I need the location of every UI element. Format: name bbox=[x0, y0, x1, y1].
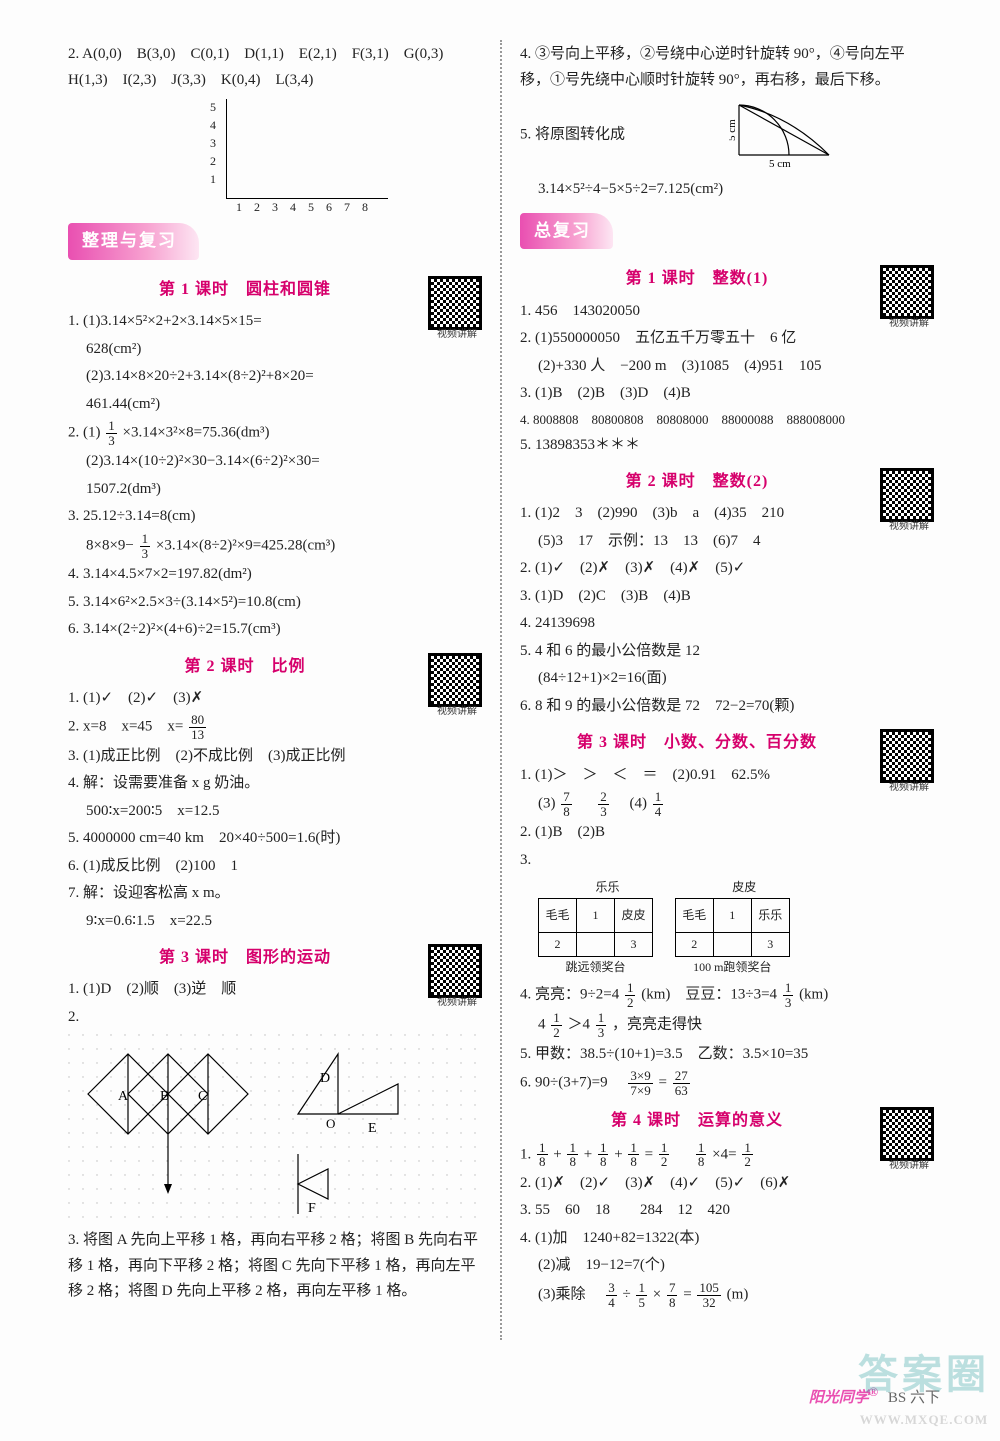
r3-title: 第 3 课时 小数、分数、百分数 bbox=[520, 729, 874, 756]
lesson1-title: 第 1 课时 圆柱和圆锥 bbox=[68, 276, 422, 303]
coord-grid: 5 4 3 2 1 1 2 3 4 5 6 7 8 bbox=[208, 99, 388, 209]
l1-2b: (2)3.14×(10÷2)²×30−3.14×(6÷2)²×30= bbox=[68, 449, 482, 475]
l1-1c: (2)3.14×8×20÷2+3.14×(8÷2)²+8×20= bbox=[68, 364, 482, 390]
r1-2a: 2. (1)550000050 五亿五千万零五十 6 亿 bbox=[520, 326, 934, 352]
r2-1b: (5)3 17 示例：13 13 (6)7 4 bbox=[520, 529, 934, 555]
r1-2b: (2)+330 人 −200 m (3)1085 (4)951 105 bbox=[520, 354, 934, 380]
qr-icon[interactable] bbox=[880, 468, 934, 522]
l2-3: 3. (1)成正比例 (2)不成比例 (3)成正比例 bbox=[68, 744, 482, 770]
r2-title: 第 2 课时 整数(2) bbox=[520, 468, 874, 495]
shapes-diagram: A B C D E O F bbox=[68, 1034, 482, 1224]
r2-2: 2. (1)✓ (2)✗ (3)✗ (4)✗ (5)✓ bbox=[520, 556, 934, 582]
l3-1: 1. (1)D (2)顺 (3)逆 顺 bbox=[68, 977, 482, 1003]
column-divider bbox=[500, 40, 502, 1340]
l2-7a: 7. 解：设迎客松高 x m。 bbox=[68, 881, 482, 907]
svg-text:D: D bbox=[320, 1071, 330, 1086]
right-column: 4. ③号向上平移，②号绕中心逆时针旋转 90°，④号向左平移，①号先绕中心顺时… bbox=[512, 40, 942, 1340]
l2-2: 2. x=8 x=45 x= 8013 bbox=[68, 713, 482, 741]
l2-5: 5. 4000000 cm=40 km 20×40÷500=1.6(时) bbox=[68, 826, 482, 852]
l1-1a: 1. (1)3.14×5²×2+2×3.14×5×15= bbox=[68, 309, 482, 335]
svg-text:O: O bbox=[326, 1116, 335, 1131]
qr-icon[interactable] bbox=[428, 653, 482, 707]
r3-6: 6. 90÷(3+7)=9 3×97×9 = 2763 bbox=[520, 1069, 934, 1097]
l2-1: 1. (1)✓ (2)✓ (3)✗ bbox=[68, 686, 482, 712]
r4-1: 1. 18 + 18 + 18 + 18 = 12 18 ×4= 12 bbox=[520, 1141, 934, 1169]
svg-text:B: B bbox=[160, 1089, 169, 1104]
l2-7b: 9∶x=0.6∶1.5 x=22.5 bbox=[68, 909, 482, 935]
left-column: 2. A(0,0) B(3,0) C(0,1) D(1,1) E(2,1) F(… bbox=[60, 40, 490, 1340]
r4-2: 2. (1)✗ (2)✓ (3)✗ (4)✓ (5)✓ (6)✗ bbox=[520, 1171, 934, 1197]
svg-text:C: C bbox=[198, 1089, 207, 1104]
l1-4: 4. 3.14×4.5×7×2=197.82(dm²) bbox=[68, 562, 482, 588]
section-total: 总复习 bbox=[520, 213, 613, 250]
r2-6: 6. 8 和 9 的最小公倍数是 72 72−2=70(颗) bbox=[520, 694, 934, 720]
r3-5: 5. 甲数：38.5÷(10+1)=3.5 乙数：3.5×10=35 bbox=[520, 1042, 934, 1068]
r3-4b: 4 12 ＞4 13 ，亮亮走得快 bbox=[520, 1011, 934, 1039]
r1-1: 1. 456 143020050 bbox=[520, 299, 934, 325]
qr-icon[interactable] bbox=[880, 1107, 934, 1161]
svg-text:E: E bbox=[368, 1121, 377, 1136]
r2-5a: 5. 4 和 6 的最小公倍数是 12 bbox=[520, 639, 934, 665]
r4-4a: 4. (1)加 1240+82=1322(本) bbox=[520, 1226, 934, 1252]
r4-title: 第 4 课时 运算的意义 bbox=[520, 1107, 874, 1134]
r3-1b: (3) 78 23 (4) 14 bbox=[520, 790, 934, 818]
r2-3: 3. (1)D (2)C (3)B (4)B bbox=[520, 584, 934, 610]
r2-1a: 1. (1)2 3 (2)990 (3)b a (4)35 210 bbox=[520, 501, 934, 527]
podium-diagram: 乐乐 毛毛 1 皮皮 23 跳远领奖台 皮皮 毛毛 1 乐乐 23 100 m跑… bbox=[538, 877, 934, 977]
r1-title: 第 1 课时 整数(1) bbox=[520, 265, 874, 292]
r2-5b: (84÷12+1)×2=16(面) bbox=[520, 666, 934, 692]
r3-1a: 1. (1)＞ ＞ ＜ ＝ (2)0.91 62.5% bbox=[520, 763, 934, 789]
l1-1b: 628(cm²) bbox=[68, 337, 482, 363]
r3-3: 3. bbox=[520, 848, 934, 874]
l1-3b: 8×8×9− 13 ×3.14×(8÷2)²×9=425.28(cm³) bbox=[68, 532, 482, 560]
r4-4b: (2)减 19−12=7(个) bbox=[520, 1253, 934, 1279]
r-q5a: 5. 将原图转化成 5 cm 5 cm bbox=[520, 95, 934, 175]
l3-2: 2. bbox=[68, 1005, 482, 1031]
qr-icon[interactable] bbox=[880, 265, 934, 319]
r-q5b: 3.14×5²÷4−5×5÷2=7.125(cm²) bbox=[520, 177, 934, 203]
l1-6: 6. 3.14×(2÷2)²×(4+6)÷2=15.7(cm³) bbox=[68, 617, 482, 643]
svg-text:A: A bbox=[118, 1089, 129, 1104]
r3-2: 2. (1)B (2)B bbox=[520, 820, 934, 846]
svg-text:5 cm: 5 cm bbox=[769, 158, 791, 170]
svg-text:5 cm: 5 cm bbox=[729, 119, 738, 141]
lesson2-title: 第 2 课时 比例 bbox=[68, 653, 422, 680]
l2-4b: 500∶x=200∶5 x=12.5 bbox=[68, 799, 482, 825]
l2-6: 6. (1)成反比例 (2)100 1 bbox=[68, 854, 482, 880]
l1-2c: 1507.2(dm³) bbox=[68, 477, 482, 503]
lesson3-title: 第 3 课时 图形的运动 bbox=[68, 944, 422, 971]
section-review: 整理与复习 bbox=[68, 223, 199, 260]
r1-5: 5. 13898353＊＊＊ bbox=[520, 433, 934, 459]
l2-4a: 4. 解：设需要准备 x g 奶油。 bbox=[68, 771, 482, 797]
l3-3: 3. 将图 A 先向上平移 1 格，再向右平移 2 格；将图 B 先向右平移 1… bbox=[68, 1228, 482, 1305]
r-q4: 4. ③号向上平移，②号绕中心逆时针旋转 90°，④号向左平移，①号先绕中心顺时… bbox=[520, 42, 934, 93]
r3-4a: 4. 亮亮：9÷2=4 12 (km) 豆豆：13÷3=4 13 (km) bbox=[520, 981, 934, 1009]
r2-4: 4. 24139698 bbox=[520, 611, 934, 637]
r4-4c: (3)乘除 34 ÷ 15 × 78 = 10532 (m) bbox=[520, 1281, 934, 1309]
qr-icon[interactable] bbox=[428, 944, 482, 998]
svg-text:F: F bbox=[308, 1201, 316, 1216]
l1-3a: 3. 25.12÷3.14=8(cm) bbox=[68, 504, 482, 530]
l1-2a: 2. (1) 13 ×3.14×3²×8=75.36(dm³) bbox=[68, 419, 482, 447]
r4-3: 3. 55 60 18 284 12 420 bbox=[520, 1198, 934, 1224]
r1-4: 4. 8008808 80800808 80808000 88000088 88… bbox=[520, 409, 934, 431]
qr-icon[interactable] bbox=[880, 729, 934, 783]
q2-coords: 2. A(0,0) B(3,0) C(0,1) D(1,1) E(2,1) F(… bbox=[68, 42, 482, 93]
l1-5: 5. 3.14×6²×2.5×3÷(3.14×5²)=10.8(cm) bbox=[68, 590, 482, 616]
qr-icon[interactable] bbox=[428, 276, 482, 330]
r1-3: 3. (1)B (2)B (3)D (4)B bbox=[520, 381, 934, 407]
l1-1d: 461.44(cm²) bbox=[68, 392, 482, 418]
frac-1-3: 13 bbox=[106, 419, 117, 447]
